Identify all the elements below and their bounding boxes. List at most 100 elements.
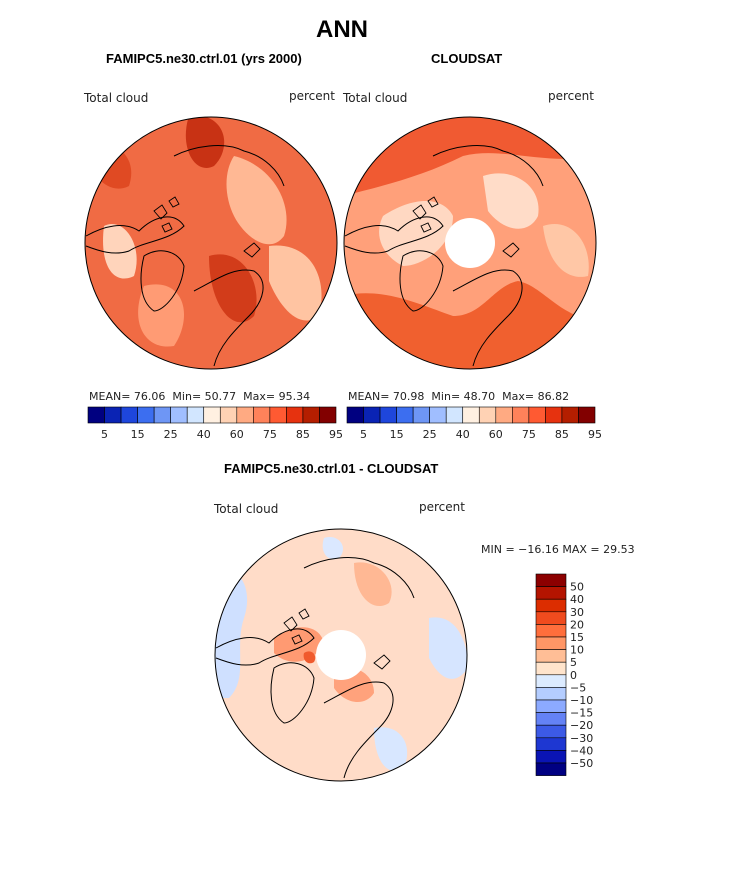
obs-colorbar-box	[578, 406, 596, 424]
model-max-label: Max=	[243, 390, 276, 403]
diff-colorbar-tick-label: −30	[570, 732, 593, 745]
diff-field-blue-patch	[429, 617, 467, 679]
obs-mean-label: MEAN=	[348, 390, 390, 403]
obs-arctic-islands-outline	[412, 196, 520, 258]
diff-colorbar-tick-label: −20	[570, 719, 593, 732]
obs-polar-map	[343, 116, 597, 370]
diff-colorbar-box	[535, 687, 567, 701]
diff-arctic-islands-outline	[283, 608, 391, 670]
model-mean-value: 76.06	[133, 390, 166, 403]
model-colorbar-box	[286, 406, 304, 424]
diff-colorbar-box	[535, 661, 567, 676]
model-polar-map	[84, 116, 338, 370]
model-field-light-patch	[226, 156, 287, 245]
obs-colorbar-box	[445, 406, 464, 424]
diff-field-blue-patch	[374, 727, 408, 772]
diff-asia-outline	[303, 557, 415, 599]
model-north-america-outline	[85, 216, 185, 254]
obs-variable-label: Total cloud	[343, 91, 408, 105]
obs-max-value: 86.82	[537, 390, 570, 403]
diff-variable-label: Total cloud	[214, 502, 279, 516]
model-colorbar-box	[120, 406, 138, 424]
model-colorbar-box	[236, 406, 254, 424]
model-arctic-islands-outline	[153, 196, 261, 258]
model-colorbar-box	[302, 406, 320, 424]
diff-colorbar-box	[535, 712, 567, 726]
diff-colorbar-tick-label: 40	[570, 593, 584, 606]
diff-colorbar-box	[535, 750, 567, 764]
model-stats: MEAN= 76.06 Min= 50.77 Max= 95.34	[89, 390, 310, 403]
obs-mean-value: 70.98	[392, 390, 425, 403]
model-eurasia-outline	[193, 269, 264, 367]
diff-colorbar-tick-label: −40	[570, 744, 593, 757]
obs-colorbar-box	[363, 406, 381, 424]
diff-minmax: MIN = −16.16 MAX = 29.53	[481, 543, 635, 556]
obs-colorbar-tick-label: 40	[456, 428, 470, 441]
obs-asia-outline	[432, 145, 544, 187]
diff-units-label: percent	[419, 500, 465, 514]
obs-colorbar-box	[561, 406, 579, 424]
model-colorbar-tick-label: 85	[296, 428, 310, 441]
diff-colorbar-box	[535, 624, 567, 638]
obs-colorbar-box	[528, 406, 546, 424]
obs-eurasia-outline	[452, 269, 523, 367]
obs-units-label: percent	[548, 89, 594, 103]
obs-colorbar-box	[462, 406, 480, 424]
diff-colorbar-box	[535, 699, 567, 713]
diff-colorbar-tick-label: 20	[570, 618, 584, 631]
obs-colorbar-tick-label: 15	[390, 428, 404, 441]
diff-north-america-outline	[215, 628, 315, 666]
model-variable-label: Total cloud	[84, 91, 149, 105]
model-colorbar-tick-label: 40	[197, 428, 211, 441]
diff-colorbar-box	[535, 573, 567, 587]
obs-colorbar-box	[512, 406, 530, 424]
obs-colorbar-tick-label: 85	[555, 428, 569, 441]
diff-colorbar-tick-label: −15	[570, 707, 593, 720]
obs-colorbar-box	[346, 406, 364, 424]
model-field-light-patch	[103, 224, 137, 279]
figure-title: ANN	[316, 16, 368, 43]
model-panel-title: FAMIPC5.ne30.ctrl.01 (yrs 2000)	[106, 51, 302, 66]
model-colorbar-tick-label: 60	[230, 428, 244, 441]
obs-north-america-outline	[344, 216, 444, 254]
model-min-label: Min=	[172, 390, 202, 403]
model-field-light-patch	[138, 284, 184, 347]
diff-colorbar-tick-label: 0	[570, 669, 577, 682]
diff-greenland-outline	[270, 662, 315, 724]
diff-polar-hole	[316, 630, 366, 680]
model-colorbar-box	[186, 406, 205, 424]
diff-colorbar-box	[535, 674, 567, 688]
obs-field-light-patch	[543, 224, 589, 277]
diff-colorbar-box	[535, 724, 567, 739]
diff-colorbar-box	[535, 611, 567, 625]
diff-colorbar-tick-label: −10	[570, 694, 593, 707]
model-colorbar-tick-label: 95	[329, 428, 343, 441]
diff-colorbar-tick-label: −5	[570, 681, 586, 694]
model-mean-label: MEAN=	[89, 390, 131, 403]
model-colorbar-box	[319, 406, 337, 424]
diff-colorbar-tick-label: 15	[570, 631, 584, 644]
model-colorbar-box	[104, 406, 122, 424]
model-greenland-outline	[140, 250, 185, 312]
obs-field-dark-patch	[344, 117, 596, 196]
diff-colorbar-box	[535, 636, 567, 650]
obs-colorbar-box	[545, 406, 563, 424]
model-min-value: 50.77	[204, 390, 237, 403]
model-colorbar-box	[203, 406, 221, 424]
diff-colorbar-tick-label: −50	[570, 757, 593, 770]
obs-colorbar-tick-label: 95	[588, 428, 602, 441]
model-colorbar-tick-label: 75	[263, 428, 277, 441]
model-asia-outline	[173, 145, 285, 187]
obs-colorbar-box	[379, 406, 397, 424]
obs-colorbar-tick-label: 75	[522, 428, 536, 441]
diff-colorbar-tick-label: 50	[570, 581, 584, 594]
model-colorbar-box	[137, 406, 155, 424]
diff-colorbar-tick-label: 10	[570, 644, 584, 657]
model-colorbar-box	[153, 406, 171, 424]
model-field-light-patch	[269, 245, 322, 321]
model-colorbar-box	[170, 406, 188, 424]
obs-stats: MEAN= 70.98 Min= 48.70 Max= 86.82	[348, 390, 569, 403]
diff-field-red-patch	[354, 562, 392, 607]
diff-colorbar-box	[535, 762, 567, 776]
